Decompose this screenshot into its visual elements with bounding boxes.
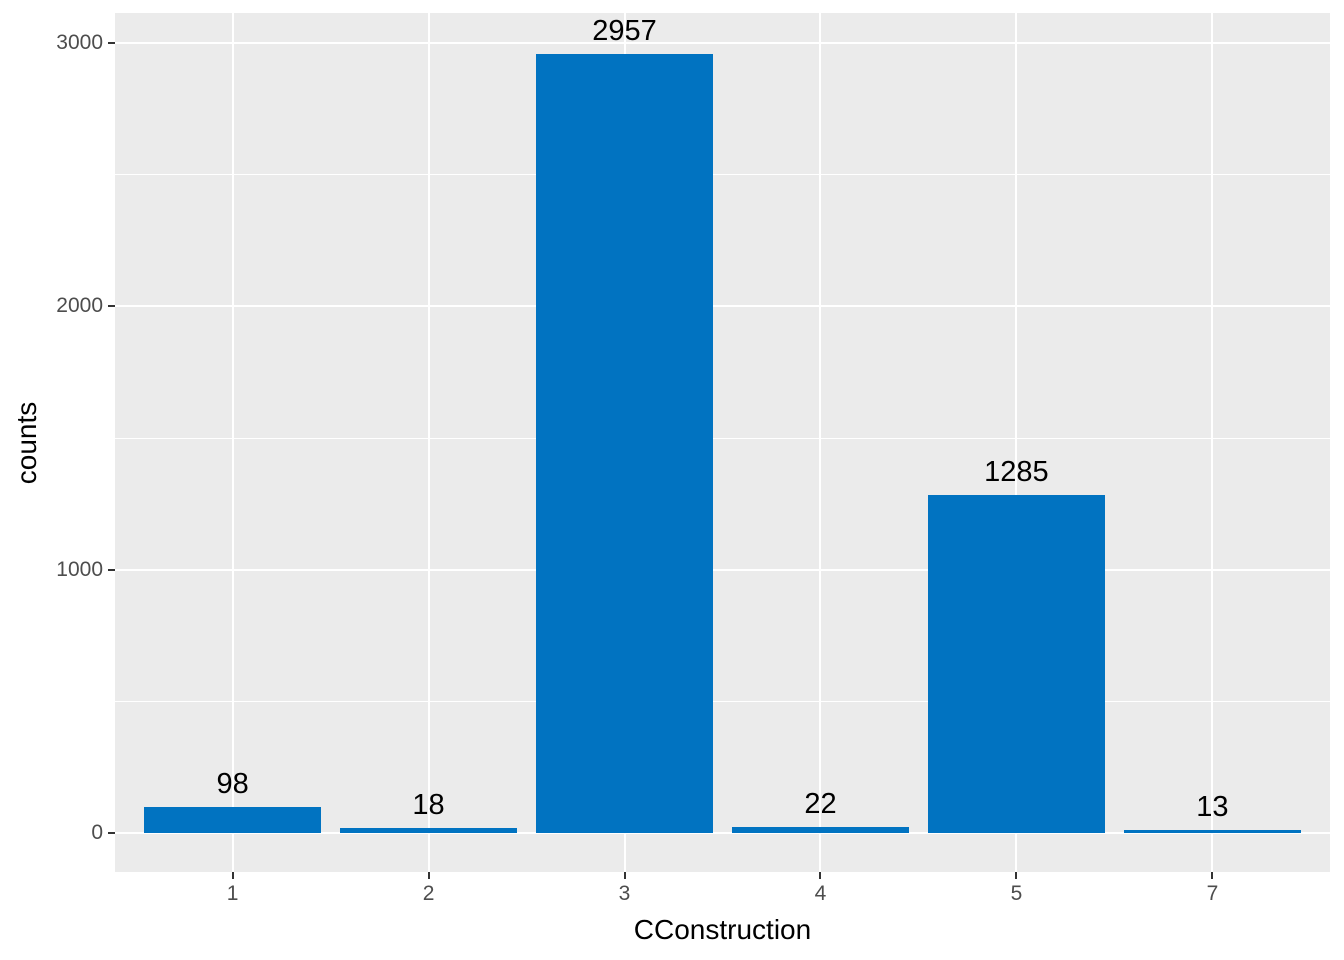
x-axis-title: CConstruction (633, 914, 812, 945)
gridline-horizontal-minor (115, 174, 1330, 176)
gridline-horizontal-minor (115, 437, 1330, 439)
y-tick-label: 3000 (56, 31, 103, 55)
gridline-vertical-major (1015, 13, 1018, 872)
gridline-horizontal-minor (115, 700, 1330, 702)
gridline-vertical-major (1211, 13, 1214, 872)
gridline-horizontal-major (115, 832, 1330, 835)
bar (340, 828, 517, 834)
y-tick-mark (108, 305, 115, 308)
x-tick-label: 1 (226, 882, 239, 905)
x-tick-mark (819, 872, 822, 879)
x-tick-mark (1015, 872, 1018, 879)
gridline-horizontal-major (115, 568, 1330, 571)
y-tick-label: 2000 (56, 294, 103, 318)
bar-value-label: 98 (216, 768, 249, 801)
bar (144, 807, 321, 834)
x-tick-label: 5 (1010, 882, 1023, 905)
y-tick-label: 0 (91, 821, 103, 845)
y-tick-mark (108, 832, 115, 835)
x-tick-label: 3 (618, 882, 631, 905)
y-tick-label: 1000 (56, 557, 103, 581)
gridline-vertical-major (427, 13, 430, 872)
x-tick-label: 2 (422, 882, 435, 905)
plot-panel: 98 18 2957 22 1285 13 (115, 13, 1330, 872)
x-tick-mark (1211, 872, 1214, 879)
gridline-horizontal-major (115, 305, 1330, 308)
bar-value-label: 18 (412, 789, 445, 822)
gridline-vertical-major (819, 13, 822, 872)
bar (928, 494, 1105, 833)
y-axis-title: counts (11, 401, 42, 484)
x-tick-mark (427, 872, 430, 879)
bar-value-label: 22 (804, 788, 837, 821)
x-tick-mark (623, 872, 626, 879)
bar-value-label: 2957 (592, 15, 657, 48)
x-tick-label: 4 (814, 882, 827, 905)
bar-value-label: 1285 (984, 455, 1049, 488)
x-tick-label: 7 (1206, 882, 1219, 905)
y-tick-mark (108, 568, 115, 571)
bar (1124, 829, 1301, 834)
bar (732, 827, 909, 833)
y-tick-mark (108, 42, 115, 45)
bar (536, 54, 713, 833)
x-tick-mark (231, 872, 234, 879)
gridline-vertical-major (231, 13, 234, 872)
gridline-horizontal-major (115, 42, 1330, 45)
bar-value-label: 13 (1196, 790, 1229, 823)
